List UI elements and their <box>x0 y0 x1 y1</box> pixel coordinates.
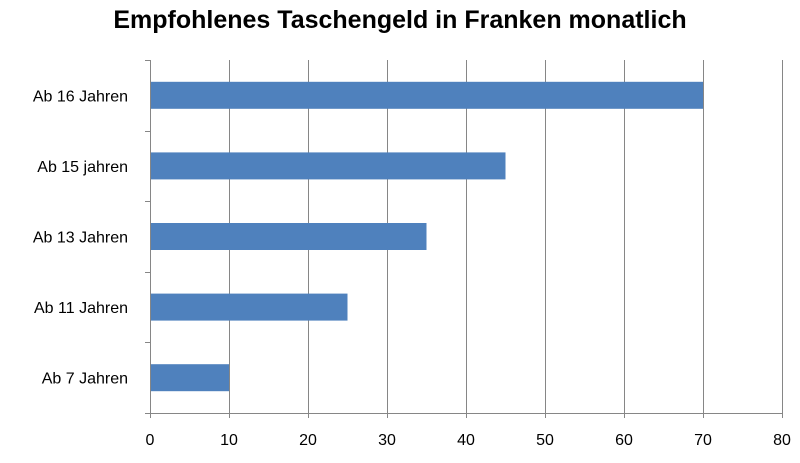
chart-title: Empfohlenes Taschengeld in Franken monat… <box>113 6 687 34</box>
x-tick-label: 80 <box>773 432 791 449</box>
category-label: Ab 11 Jahren <box>34 300 128 317</box>
x-tick-label: 50 <box>536 432 554 449</box>
category-label: Ab 13 Jahren <box>33 230 128 247</box>
x-tick-label: 0 <box>146 432 155 449</box>
bar <box>151 152 506 180</box>
x-tick-label: 70 <box>694 432 712 449</box>
bar <box>151 223 427 250</box>
bars <box>151 81 703 392</box>
x-tick-label: 20 <box>299 432 317 449</box>
x-tick-label: 30 <box>378 432 396 449</box>
axes <box>145 60 783 418</box>
x-tick-label: 10 <box>220 432 238 449</box>
category-label: Ab 15 jahren <box>37 159 128 176</box>
x-tick-label: 60 <box>615 432 633 449</box>
category-label: Ab 7 Jahren <box>42 371 128 388</box>
bar <box>151 364 229 392</box>
labels: 0 10 20 30 40 50 60 70 80 Ab 16 Jahren Ab 15 jahre… <box>33 88 791 449</box>
bar <box>151 81 703 109</box>
category-label: Ab 16 Jahren <box>33 88 128 105</box>
bar <box>151 293 348 321</box>
x-tick-label: 40 <box>457 432 475 449</box>
